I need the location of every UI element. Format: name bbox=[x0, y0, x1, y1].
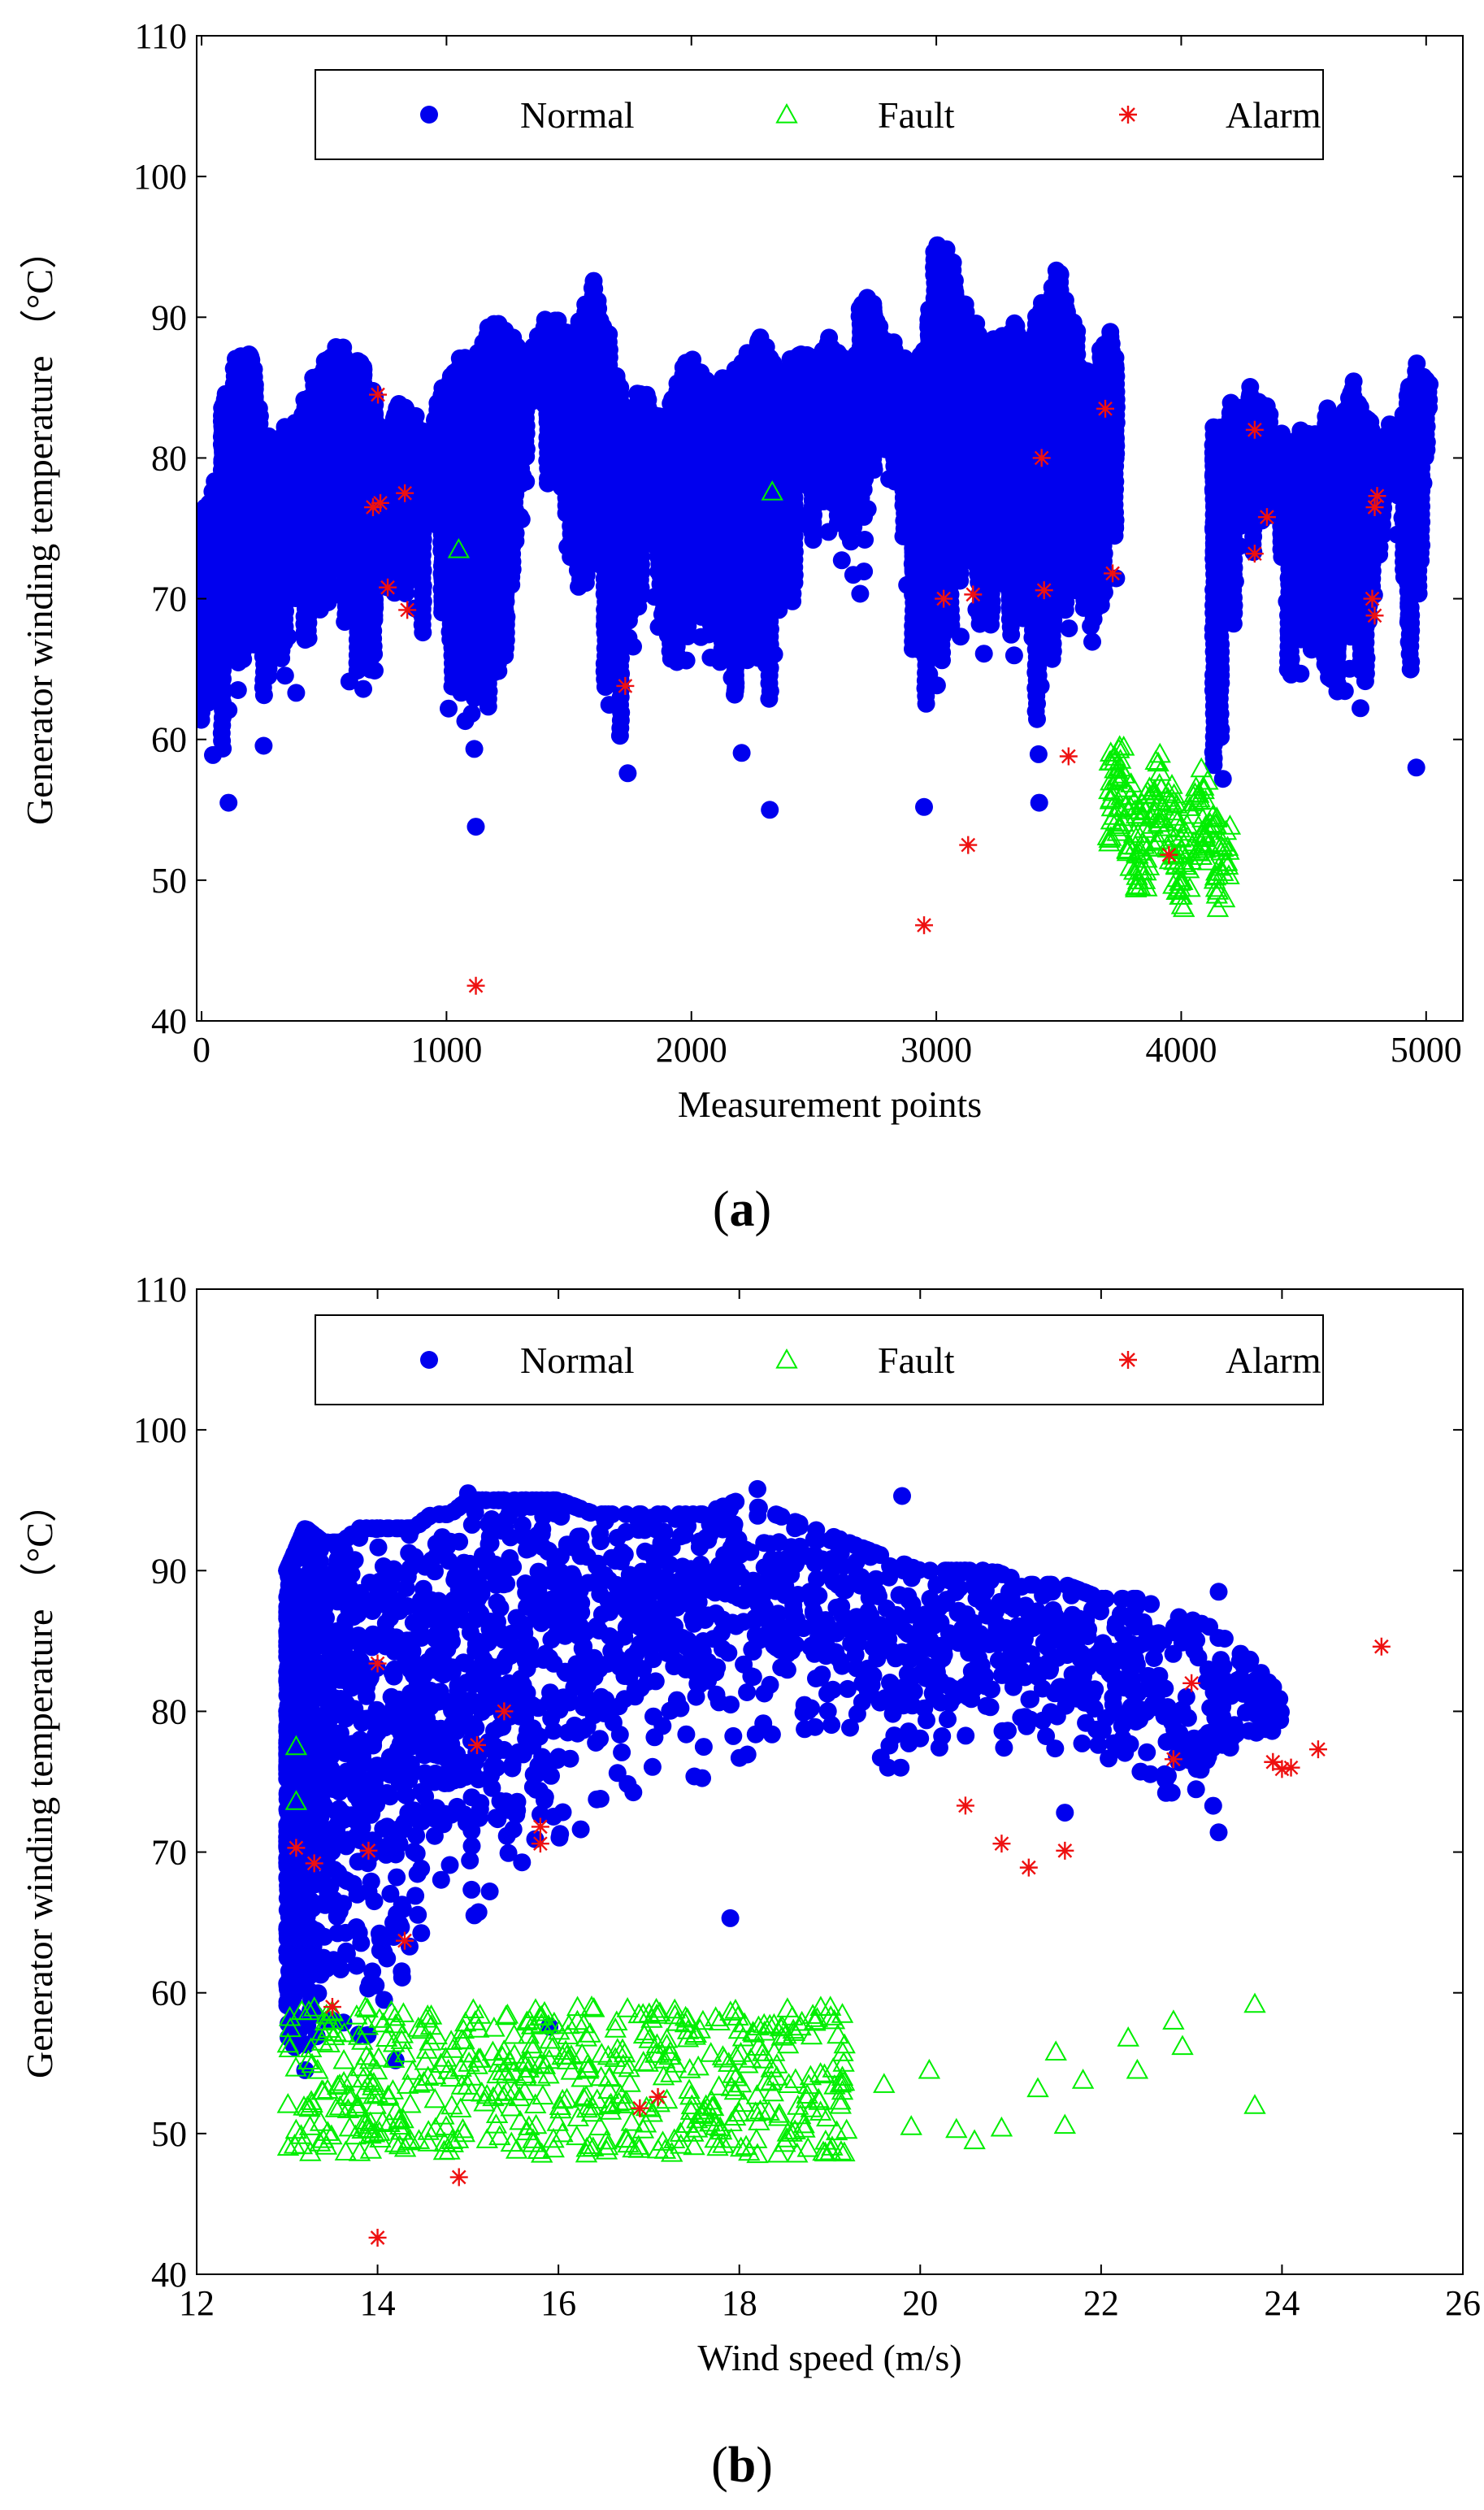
normal-point bbox=[568, 561, 587, 580]
normal-point bbox=[354, 680, 372, 698]
normal-point bbox=[410, 571, 428, 589]
normal-point bbox=[287, 684, 306, 702]
normal-point bbox=[279, 628, 297, 646]
normal-point bbox=[445, 653, 463, 671]
normal-point bbox=[272, 649, 291, 667]
normal-point bbox=[469, 683, 488, 701]
normal-point bbox=[254, 686, 273, 705]
normal-point bbox=[409, 540, 427, 558]
plot-area bbox=[197, 236, 1439, 995]
normal-point bbox=[213, 606, 232, 624]
normal-point bbox=[254, 736, 273, 755]
normal-point bbox=[365, 610, 384, 629]
normal-point bbox=[462, 704, 481, 723]
normal-point bbox=[610, 727, 629, 745]
normal-point bbox=[259, 667, 278, 685]
normal-point bbox=[496, 619, 514, 637]
normal-point bbox=[465, 740, 484, 758]
normal-point bbox=[397, 584, 414, 603]
normal-point bbox=[197, 710, 210, 729]
normal-point bbox=[607, 658, 626, 676]
normal-point bbox=[512, 510, 531, 528]
normal-point bbox=[219, 701, 238, 719]
normal-point bbox=[228, 681, 247, 699]
normal-point bbox=[496, 646, 514, 665]
normal-point bbox=[199, 693, 218, 712]
normal-point bbox=[591, 536, 610, 554]
normal-point bbox=[502, 575, 521, 594]
normal-point bbox=[362, 647, 381, 666]
normal-point bbox=[440, 699, 458, 718]
normal-point bbox=[479, 697, 497, 716]
normal-point bbox=[299, 629, 318, 648]
normal-point bbox=[506, 532, 525, 550]
normal-point bbox=[414, 623, 432, 642]
normal-point bbox=[362, 573, 381, 591]
normal-point bbox=[512, 475, 530, 493]
normal-point bbox=[276, 667, 294, 685]
normal-point bbox=[214, 740, 232, 758]
normal-point bbox=[489, 662, 508, 680]
normal-point bbox=[591, 489, 610, 507]
